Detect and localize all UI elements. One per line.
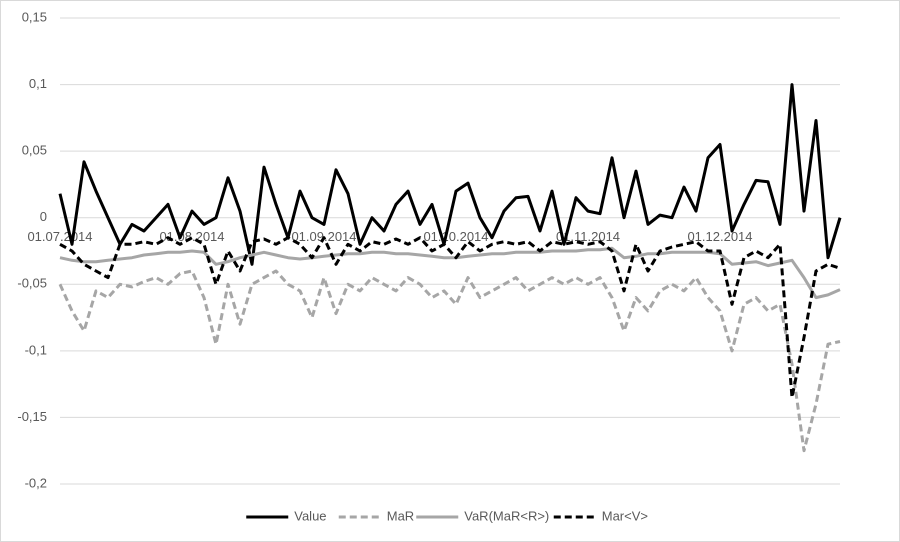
legend-label: Mar<V>	[602, 508, 648, 523]
series-line	[59, 236, 841, 399]
legend-label: MaR	[387, 508, 414, 523]
x-tick-label: 01.08.2014	[159, 229, 224, 244]
y-tick-label: 0,15	[22, 9, 47, 24]
y-tick-label: 0,05	[22, 143, 47, 158]
y-tick-label: 0,1	[29, 76, 47, 91]
x-tick-label: 01.12.2014	[687, 229, 752, 244]
y-tick-label: -0,2	[25, 475, 47, 490]
y-tick-label: -0,05	[17, 276, 47, 291]
y-tick-label: -0,1	[25, 342, 47, 357]
series-line	[58, 269, 841, 453]
legend-label: Value	[294, 508, 326, 523]
x-tick-label: 01.07.2014	[27, 229, 92, 244]
y-tick-label: 0	[40, 209, 47, 224]
x-tick-label: 01.11.2014	[556, 229, 620, 244]
series-line	[59, 246, 841, 300]
series-line	[58, 83, 842, 266]
y-tick-label: -0,15	[17, 409, 47, 424]
x-tick-label: 01.10.2014	[423, 229, 488, 244]
legend-label: VaR(MaR<R>)	[464, 508, 549, 523]
